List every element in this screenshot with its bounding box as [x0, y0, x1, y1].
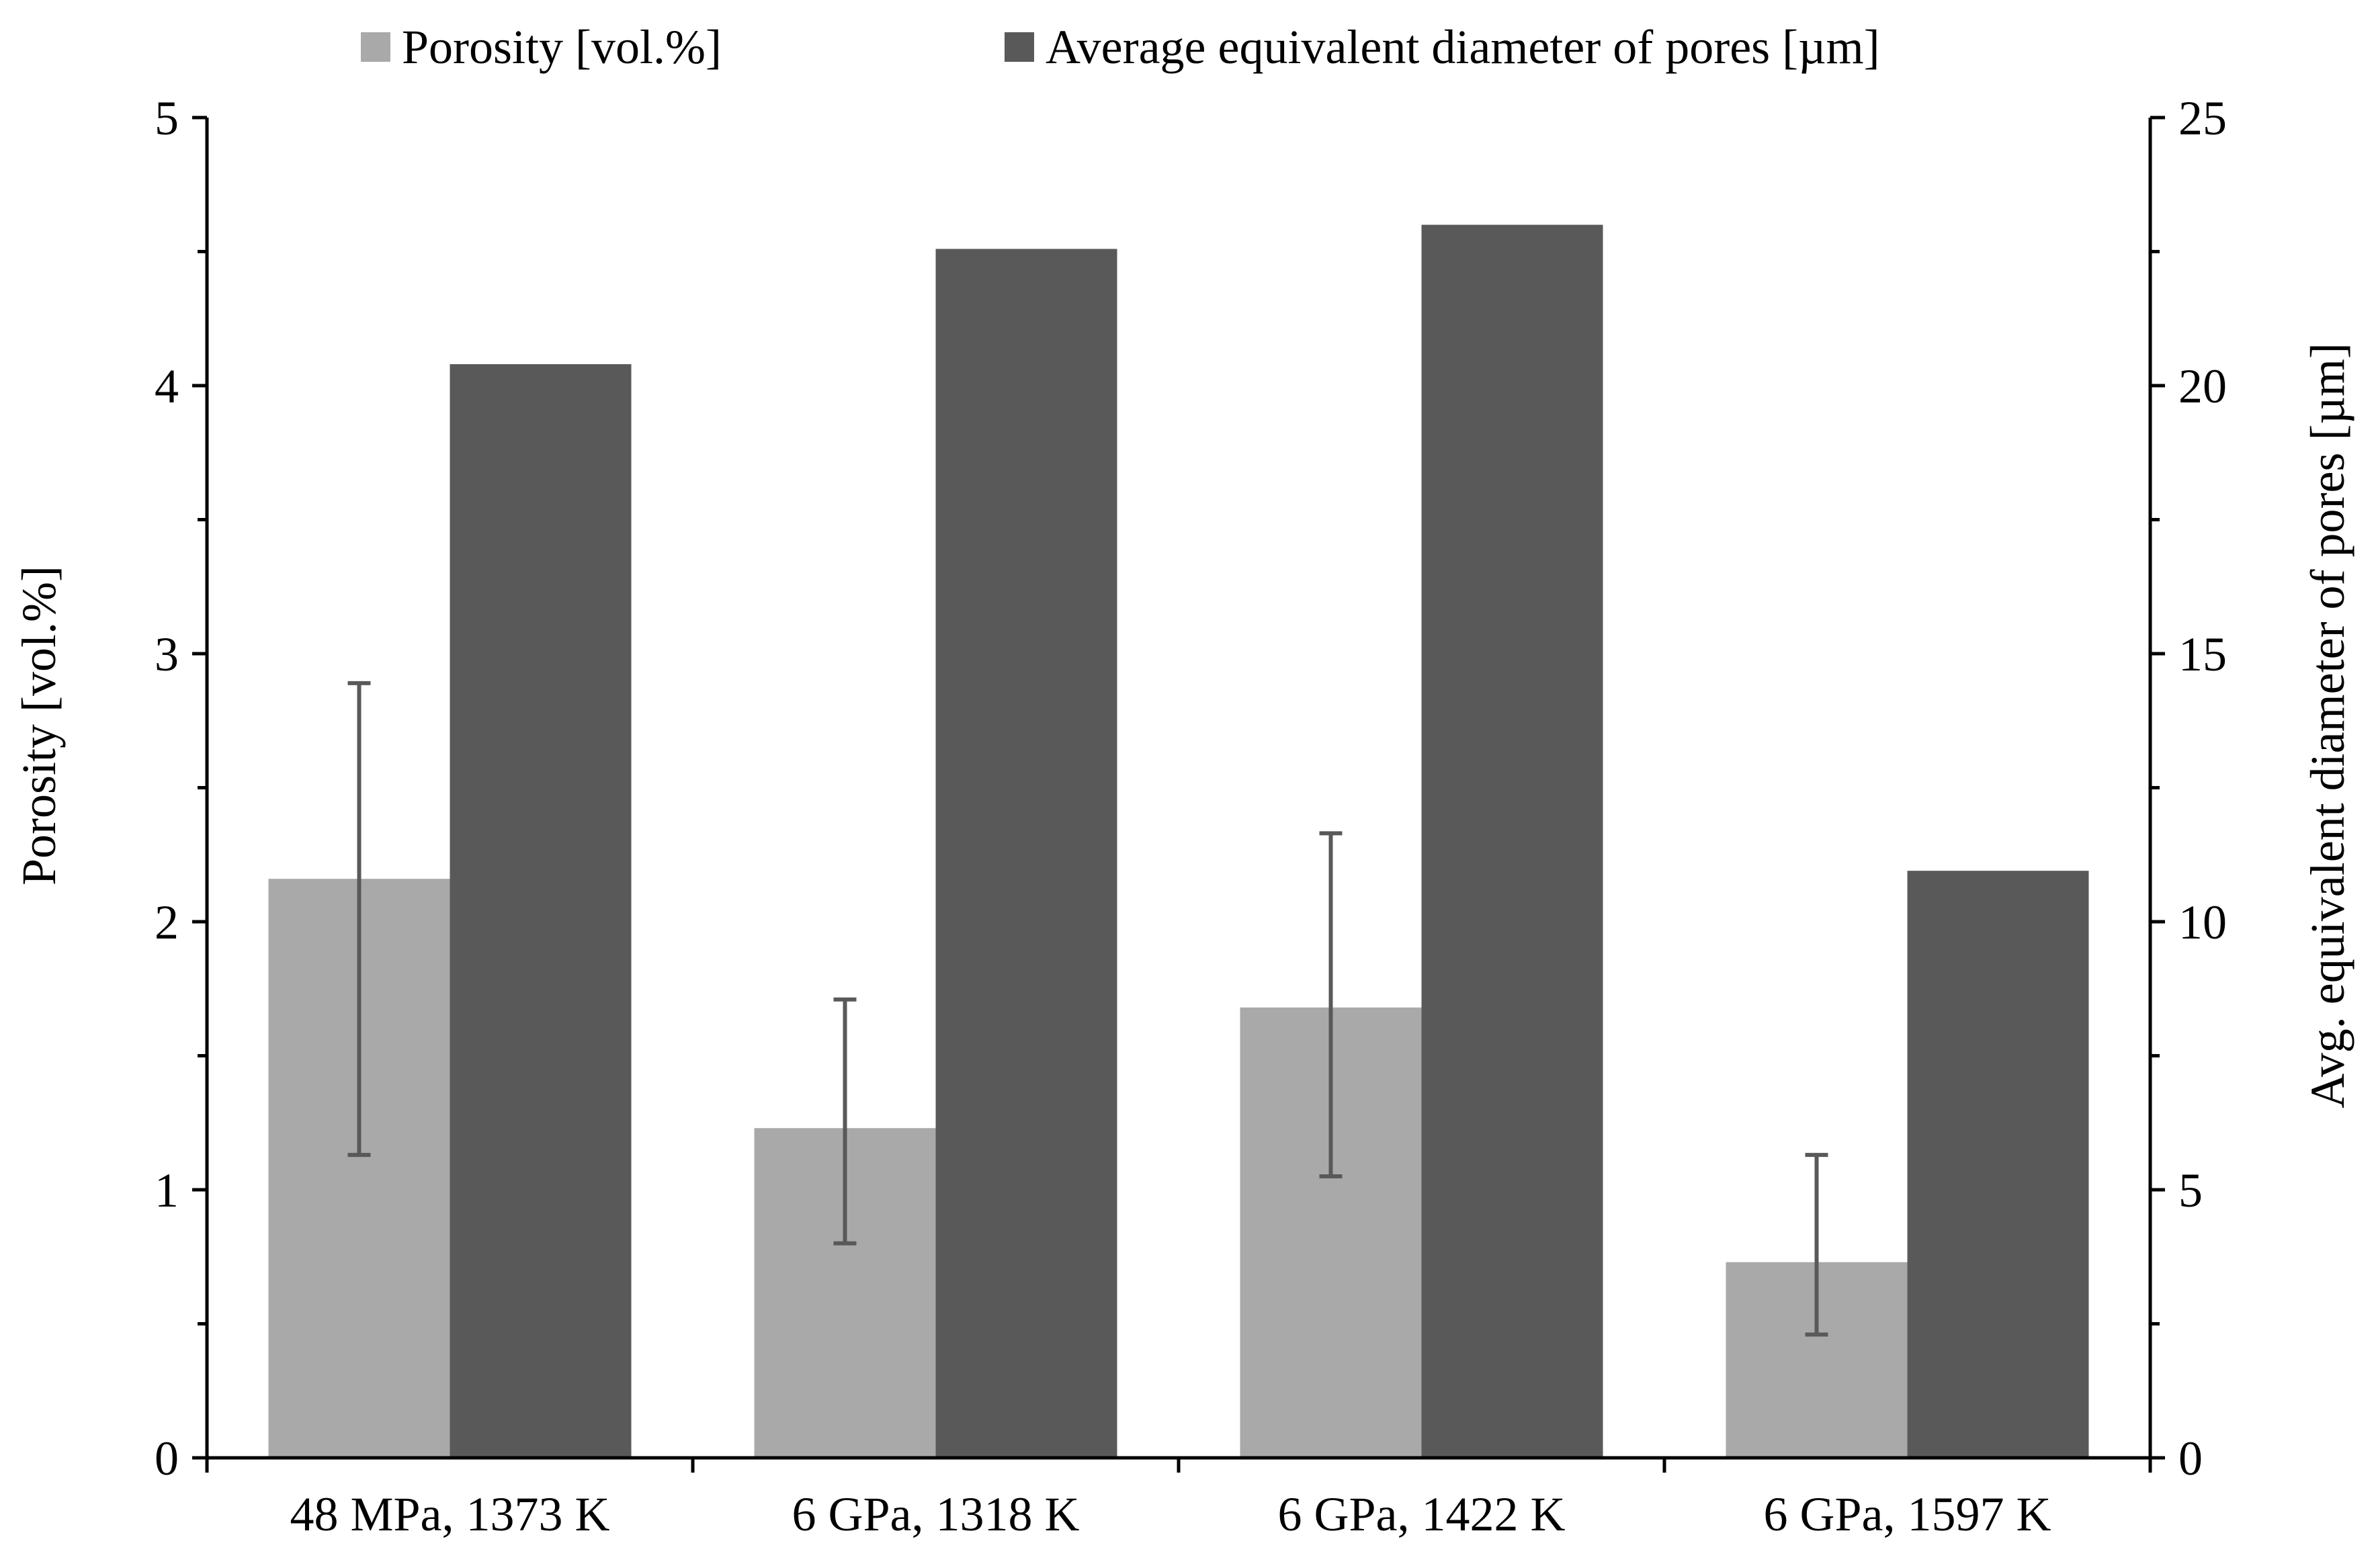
y2-tick-label: 10	[2178, 896, 2227, 949]
left-axis-tick-labels: 0 1 2 3 4 5	[155, 91, 179, 1485]
legend: Porosity [vol.%] Average equivalent diam…	[361, 20, 1880, 74]
bar-diameter	[1907, 871, 2089, 1458]
bar-diameter	[1421, 224, 1603, 1458]
axes	[192, 116, 2165, 1473]
bar-diameter	[450, 364, 632, 1458]
y2-axis-title: Avg. equivalent diameter of pores [µm]	[2301, 343, 2354, 1108]
x-category-label: 6 GPa, 1422 K	[1278, 1487, 1566, 1541]
error-bar	[1319, 831, 1343, 1179]
y2-tick-label: 25	[2178, 91, 2227, 145]
y-tick-label: 0	[155, 1432, 179, 1485]
y-tick-label: 5	[155, 91, 179, 145]
x-category-label: 6 GPa, 1318 K	[792, 1487, 1080, 1541]
y2-tick-label: 15	[2178, 627, 2227, 681]
error-bar	[1805, 1153, 1828, 1337]
legend-label-porosity: Porosity [vol.%]	[402, 20, 722, 74]
y-axis-title: Porosity [vol.%]	[12, 566, 66, 885]
x-category-label: 48 MPa, 1373 K	[290, 1487, 609, 1541]
y2-tick-label: 5	[2178, 1164, 2203, 1217]
legend-swatch-diameter	[1005, 32, 1034, 62]
y-tick-label: 3	[155, 627, 179, 681]
x-category-label: 6 GPa, 1597 K	[1764, 1487, 2051, 1541]
plot-area	[268, 224, 2089, 1458]
x-axis-category-labels: 48 MPa, 1373 K 6 GPa, 1318 K 6 GPa, 1422…	[290, 1487, 2051, 1541]
y2-tick-label: 20	[2178, 359, 2227, 413]
legend-label-diameter: Average equivalent diameter of pores [µm…	[1046, 20, 1880, 74]
y-tick-label: 2	[155, 896, 179, 949]
y-tick-label: 4	[155, 359, 179, 413]
y2-tick-label: 0	[2178, 1432, 2203, 1485]
y-tick-label: 1	[155, 1164, 179, 1217]
legend-swatch-porosity	[361, 32, 390, 62]
error-bar	[347, 681, 371, 1158]
right-axis-tick-labels: 0 5 10 15 20 25	[2178, 91, 2227, 1485]
error-bar	[833, 997, 857, 1246]
bar-diameter	[935, 249, 1117, 1458]
